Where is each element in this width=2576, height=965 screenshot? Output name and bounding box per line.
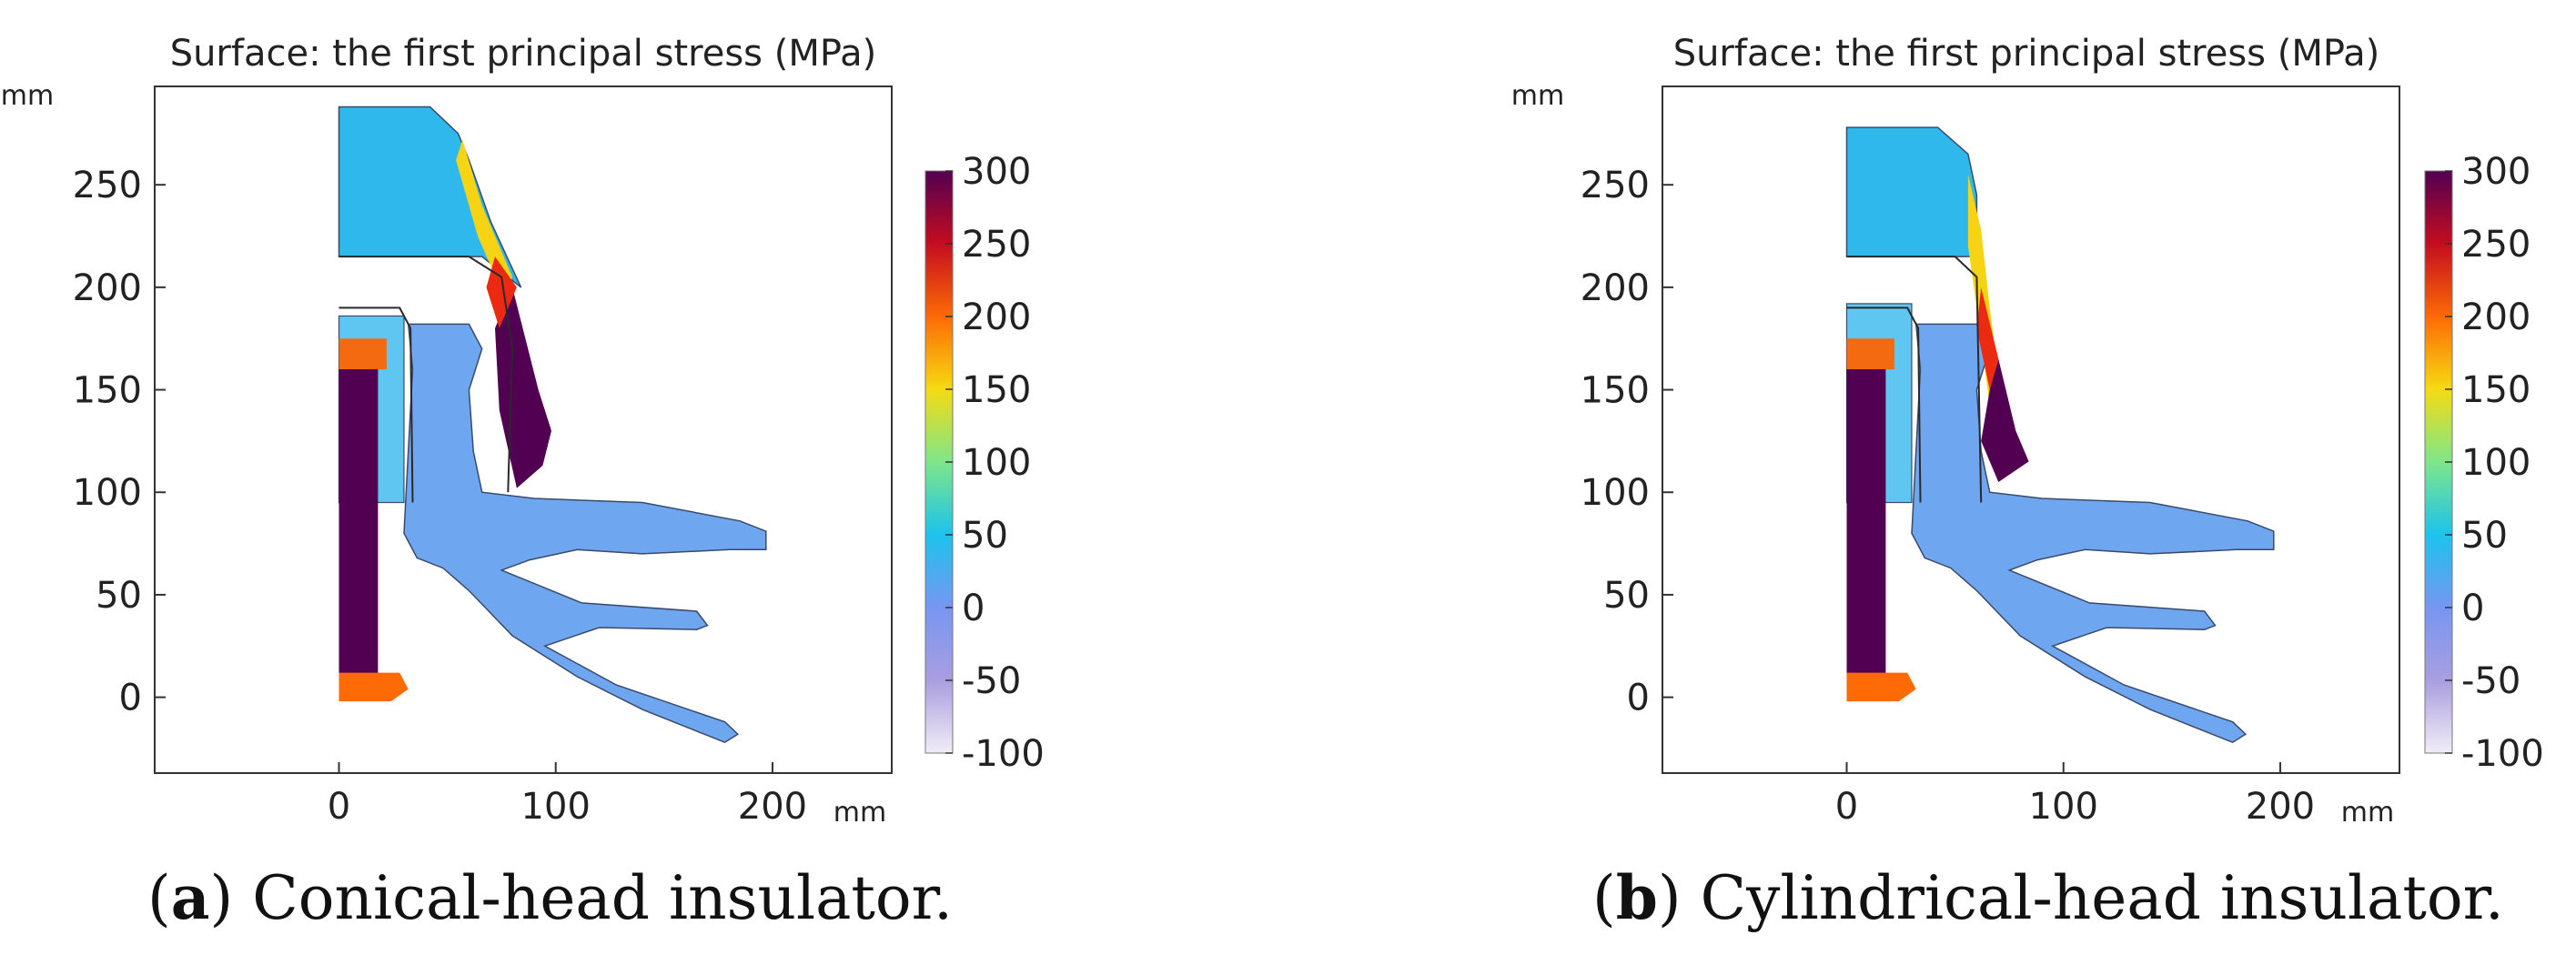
colorbar-tick-label: 100 xyxy=(2461,442,2531,484)
stress-hotspot-transition xyxy=(1976,286,1999,390)
figure-caption: (a) Conical-head insulator. xyxy=(147,862,953,933)
colorbar-tick-label: 0 xyxy=(2461,588,2484,629)
stress-hotspot-edge xyxy=(456,139,513,296)
colorbar-tick-label: 50 xyxy=(962,515,1008,557)
plot-title: Surface: the first principal stress (MPa… xyxy=(170,33,877,75)
colorbar-tick-label: 300 xyxy=(962,151,1031,193)
stress-hotspot-peak xyxy=(1981,358,2029,482)
y-tick-label: 50 xyxy=(1603,575,1650,617)
colorbar-tick-label: -50 xyxy=(2461,660,2520,702)
x-ticks: 0 100 200 xyxy=(328,762,807,828)
x-tick-label: 100 xyxy=(521,786,591,828)
plot-frame xyxy=(1662,85,2400,774)
y-tick-label: 150 xyxy=(73,370,142,412)
colorbar-tick-label: 250 xyxy=(962,224,1031,266)
y-tick-label: 100 xyxy=(1581,472,1650,514)
x-tick-label: 0 xyxy=(1835,786,1858,828)
plot-title: Surface: the first principal stress (MPa… xyxy=(1673,33,2380,75)
stress-band-bottom xyxy=(1846,672,1916,702)
stress-hotspot-transition xyxy=(486,256,517,328)
colorbar-tick-label: -50 xyxy=(962,660,1021,702)
colorbar-tick-label: 0 xyxy=(962,588,985,629)
stress-column xyxy=(338,348,379,691)
x-axis-unit-label: mm xyxy=(2341,797,2394,829)
insulator-head xyxy=(1845,126,1978,257)
colorbar-tick-label: 200 xyxy=(962,297,1031,338)
electrode-outline-outer xyxy=(1846,256,1983,503)
y-tick-label: 200 xyxy=(1581,267,1650,309)
y-tick-label: 0 xyxy=(1627,678,1650,719)
insulator-geometry xyxy=(338,106,767,744)
electrode-outline-inner xyxy=(1846,307,1922,503)
colorbar-tick-label: 300 xyxy=(2461,151,2531,193)
stress-plot-a: Surface: the first principal stress (MPa… xyxy=(1,33,1045,829)
colorbar-tick-label: 150 xyxy=(2461,369,2531,411)
colorbar-tick-label: 200 xyxy=(2461,297,2531,338)
x-tick-label: 0 xyxy=(328,786,350,828)
caption-label: a xyxy=(170,862,210,933)
y-ticks: 0 50 100 150 200 250 xyxy=(73,165,166,719)
stress-column xyxy=(1846,348,1886,691)
insulator-body xyxy=(403,323,767,744)
electrode-outline-inner xyxy=(338,307,414,503)
colorbar-tick-label: 150 xyxy=(962,369,1031,411)
y-axis-unit-label: mm xyxy=(1511,80,1564,112)
y-axis-unit-label: mm xyxy=(1,80,54,112)
y-tick-label: 100 xyxy=(73,472,142,514)
stress-band-top xyxy=(338,338,387,369)
caption-text: Cylindrical-head insulator. xyxy=(1700,863,2504,933)
colorbar-tick-label: 50 xyxy=(2461,515,2508,557)
x-tick-label: 200 xyxy=(2246,786,2315,828)
colorbar-ticks: 300 250 200 150 100 50 0 -50 -100 xyxy=(945,151,1045,775)
y-tick-label: 250 xyxy=(73,165,142,206)
x-ticks: 0 100 200 xyxy=(1835,762,2315,828)
colorbar-tick-label: 100 xyxy=(962,442,1031,484)
insulator-body xyxy=(1911,323,2275,744)
caption-label: b xyxy=(1615,862,1658,933)
y-tick-label: 0 xyxy=(119,678,142,719)
stress-plot-b: Surface: the first principal stress (MPa… xyxy=(1511,33,2544,829)
insulator-geometry xyxy=(1845,126,2275,744)
colorbar-ticks: 300 250 200 150 100 50 0 -50 -100 xyxy=(2445,151,2544,775)
colorbar-tick-label: -100 xyxy=(962,733,1045,775)
y-tick-label: 250 xyxy=(1581,165,1650,206)
x-tick-label: 200 xyxy=(738,786,807,828)
figure-panel-a: Surface: the first principal stress (MPa… xyxy=(1,33,1045,933)
x-axis-unit-label: mm xyxy=(833,797,886,829)
figure-panel-b: Surface: the first principal stress (MPa… xyxy=(1288,0,2575,965)
y-ticks: 0 50 100 150 200 250 xyxy=(1581,165,1673,719)
figure-caption: (b) Cylindrical-head insulator. xyxy=(1592,862,2504,933)
caption-text: Conical-head insulator. xyxy=(252,863,953,933)
stress-band-top xyxy=(1846,338,1894,369)
plot-frame xyxy=(154,85,893,774)
y-tick-label: 200 xyxy=(73,267,142,309)
colorbar-tick-label: -100 xyxy=(2461,733,2544,775)
x-tick-label: 100 xyxy=(2029,786,2098,828)
y-tick-label: 150 xyxy=(1581,370,1650,412)
colorbar-tick-label: 250 xyxy=(2461,224,2531,266)
electrode-outline-outer xyxy=(338,256,514,493)
y-tick-label: 50 xyxy=(96,575,142,617)
stress-band-bottom xyxy=(338,672,409,702)
